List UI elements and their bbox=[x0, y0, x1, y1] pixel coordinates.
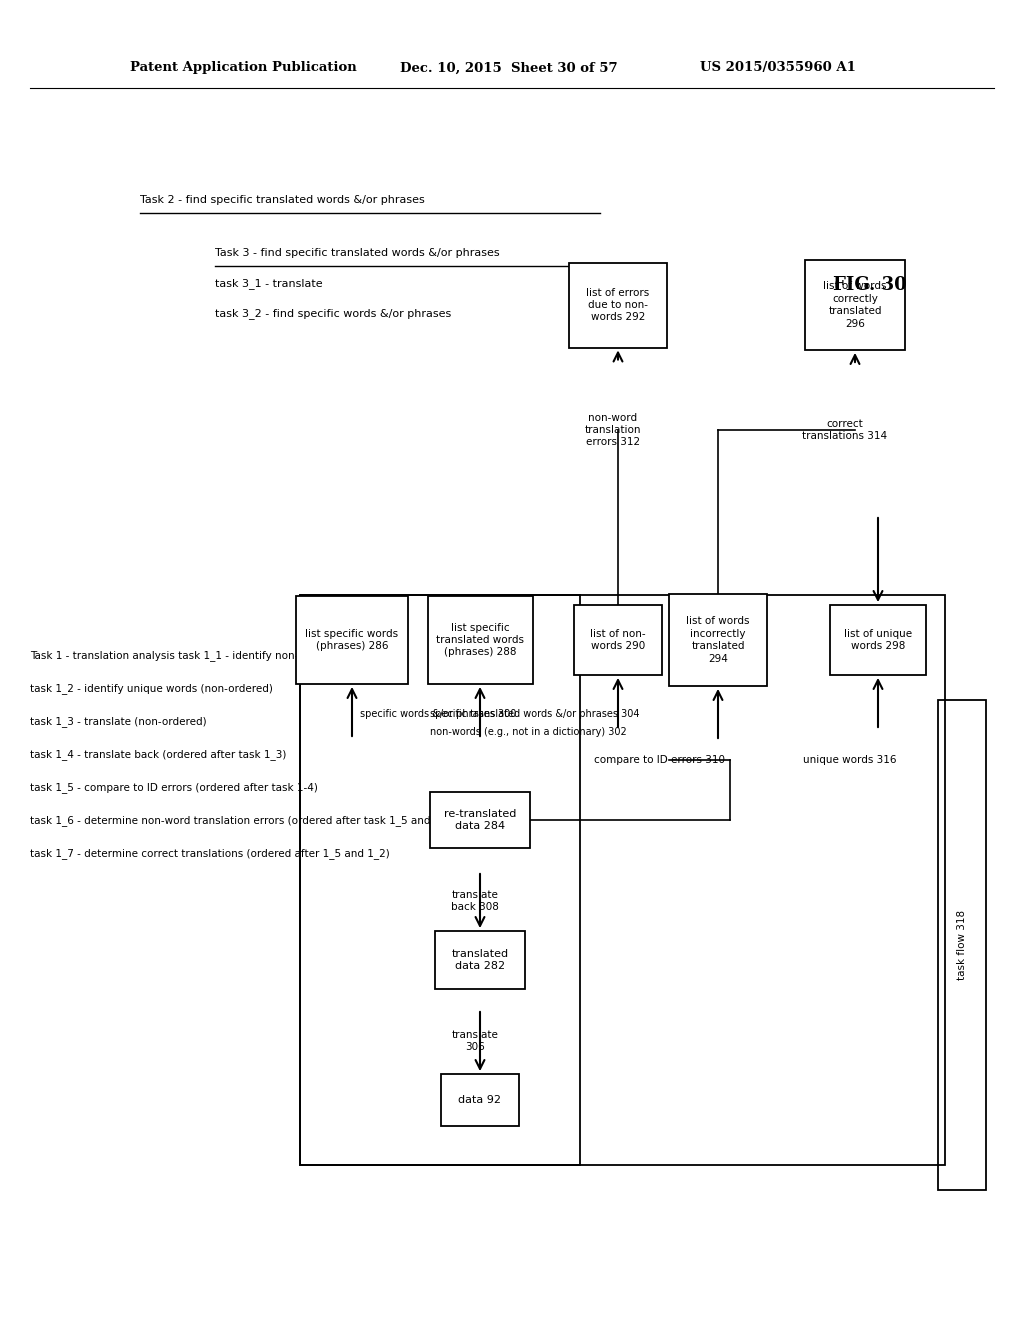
Bar bbox=[938, 700, 986, 1191]
Text: non-word
translation
errors 312: non-word translation errors 312 bbox=[585, 413, 641, 446]
Text: Task 3 - find specific translated words &/or phrases: Task 3 - find specific translated words … bbox=[215, 248, 500, 257]
Text: specific words &/or phrases 300: specific words &/or phrases 300 bbox=[360, 709, 516, 719]
Text: task 1_3 - translate (non-ordered): task 1_3 - translate (non-ordered) bbox=[30, 715, 207, 727]
Bar bbox=[435, 931, 525, 989]
Text: task 1_6 - determine non-word translation errors (ordered after task 1_5 and 1_1: task 1_6 - determine non-word translatio… bbox=[30, 814, 457, 826]
Text: FIG. 30: FIG. 30 bbox=[834, 276, 907, 294]
Bar bbox=[669, 594, 767, 686]
Bar bbox=[300, 595, 945, 1166]
Text: list of words
incorrectly
translated
294: list of words incorrectly translated 294 bbox=[686, 616, 750, 664]
Text: unique words 316: unique words 316 bbox=[803, 755, 897, 766]
Text: Dec. 10, 2015  Sheet 30 of 57: Dec. 10, 2015 Sheet 30 of 57 bbox=[400, 62, 617, 74]
Text: translated
data 282: translated data 282 bbox=[452, 949, 509, 972]
Text: task 1_7 - determine correct translations (ordered after 1_5 and 1_2): task 1_7 - determine correct translation… bbox=[30, 847, 390, 859]
Text: correct
translations 314: correct translations 314 bbox=[803, 420, 888, 441]
Bar bbox=[569, 263, 667, 347]
Text: list of unique
words 298: list of unique words 298 bbox=[844, 628, 912, 651]
Text: compare to ID errors 310: compare to ID errors 310 bbox=[595, 755, 725, 766]
Bar bbox=[300, 595, 580, 1166]
Text: translate
306: translate 306 bbox=[452, 1030, 499, 1052]
Bar bbox=[427, 597, 532, 684]
Text: data 92: data 92 bbox=[459, 1096, 502, 1105]
Text: task flow 318: task flow 318 bbox=[957, 909, 967, 979]
Bar bbox=[441, 1074, 519, 1126]
Bar bbox=[430, 792, 530, 847]
Text: non-words (e.g., not in a dictionary) 302: non-words (e.g., not in a dictionary) 30… bbox=[430, 727, 627, 737]
Text: task 3_2 - find specific words &/or phrases: task 3_2 - find specific words &/or phra… bbox=[215, 308, 452, 319]
Text: list of words
correctly
translated
296: list of words correctly translated 296 bbox=[823, 281, 887, 329]
Text: US 2015/0355960 A1: US 2015/0355960 A1 bbox=[700, 62, 856, 74]
Bar bbox=[296, 597, 408, 684]
Text: list specific
translated words
(phrases) 288: list specific translated words (phrases)… bbox=[436, 623, 524, 657]
Bar bbox=[830, 605, 926, 675]
Text: task 1_4 - translate back (ordered after task 1_3): task 1_4 - translate back (ordered after… bbox=[30, 748, 287, 760]
Bar bbox=[805, 260, 905, 350]
Text: task 3_1 - translate: task 3_1 - translate bbox=[215, 279, 323, 289]
Text: Task 1 - translation analysis task 1_1 - identify non-words (non-ordered): Task 1 - translation analysis task 1_1 -… bbox=[30, 649, 406, 661]
Text: Task 2 - find specific translated words &/or phrases: Task 2 - find specific translated words … bbox=[140, 195, 425, 205]
Text: Patent Application Publication: Patent Application Publication bbox=[130, 62, 356, 74]
Bar bbox=[574, 605, 662, 675]
Text: list of non-
words 290: list of non- words 290 bbox=[590, 628, 646, 651]
Text: task 1_5 - compare to ID errors (ordered after task 1-4): task 1_5 - compare to ID errors (ordered… bbox=[30, 781, 317, 793]
Text: translate
back 308: translate back 308 bbox=[451, 890, 499, 912]
Text: list specific words
(phrases) 286: list specific words (phrases) 286 bbox=[305, 628, 398, 651]
Text: list of errors
due to non-
words 292: list of errors due to non- words 292 bbox=[587, 288, 649, 322]
Text: task 1_2 - identify unique words (non-ordered): task 1_2 - identify unique words (non-or… bbox=[30, 682, 272, 694]
Text: specific translated words &/or phrases 304: specific translated words &/or phrases 3… bbox=[430, 709, 640, 719]
Text: re-translated
data 284: re-translated data 284 bbox=[443, 809, 516, 832]
